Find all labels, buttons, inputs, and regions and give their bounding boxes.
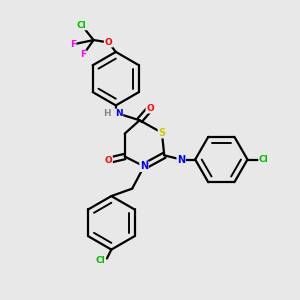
Text: H: H: [103, 109, 111, 118]
Text: F: F: [80, 50, 86, 59]
Text: Cl: Cl: [77, 21, 86, 30]
Text: N: N: [115, 109, 123, 118]
Text: S: S: [158, 128, 166, 138]
Text: Cl: Cl: [95, 256, 105, 266]
Text: F: F: [70, 40, 76, 49]
Text: N: N: [140, 161, 148, 171]
Text: O: O: [104, 38, 112, 47]
Text: Cl: Cl: [259, 155, 269, 164]
Text: O: O: [104, 156, 112, 165]
Text: N: N: [177, 154, 185, 164]
Text: O: O: [146, 104, 154, 113]
